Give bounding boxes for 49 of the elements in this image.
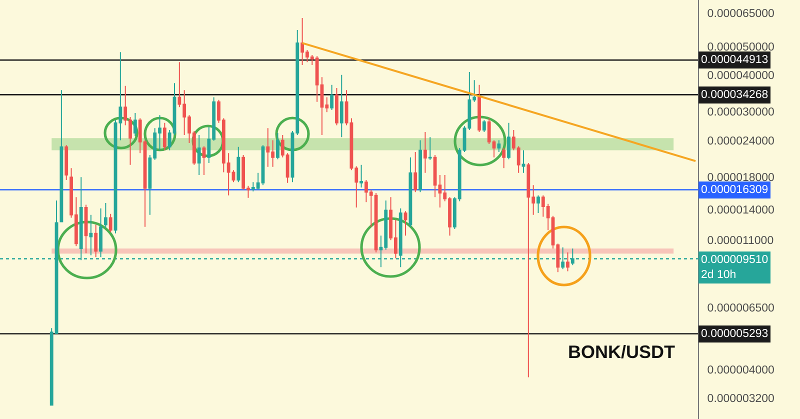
candlestick (162, 122, 166, 151)
y-tick-label: 0.000030000 (707, 106, 774, 119)
y-tick-label: 0.000011000 (707, 235, 774, 248)
candlestick (64, 144, 68, 180)
ref-line-label: 0.000009510 2d 10h (701, 254, 768, 281)
candlestick (497, 140, 501, 152)
y-tick-label: 0.000006500 (707, 302, 774, 315)
candlestick (89, 214, 93, 256)
ref-line-label: 0.000034268 (701, 89, 768, 101)
ref-line-label: 0.000016309 (701, 184, 768, 196)
candlestick (536, 194, 540, 214)
candlestick (276, 132, 280, 160)
candlestick (428, 136, 432, 160)
candlestick (197, 134, 201, 176)
candlestick (99, 208, 102, 258)
candlestick (478, 84, 481, 133)
candlestick (60, 90, 64, 222)
candlestick (360, 164, 363, 188)
candlestick (423, 132, 427, 174)
candlestick (502, 147, 506, 169)
candlestick (414, 152, 418, 193)
y-tick-label: 0.000018000 (707, 172, 774, 184)
candlestick (202, 146, 206, 176)
y-tick-label: 0.000040000 (707, 70, 774, 82)
ref-line-label: 0.000005293 (701, 328, 768, 340)
candlestick (522, 150, 526, 174)
candlestick (404, 210, 408, 236)
y-tick-label: 0.000065000 (707, 8, 774, 20)
candlestick (94, 224, 98, 258)
y-tick-label: 0.000050000 (707, 41, 774, 54)
candlestick (108, 213, 112, 233)
candlestick (335, 88, 338, 126)
candlestick (330, 84, 334, 111)
candlestick (507, 122, 510, 160)
candlestick (408, 156, 412, 228)
candlestick (566, 252, 570, 272)
y-tick-label: 0.000014000 (707, 204, 774, 216)
ref-line-label: 0.000044913 (701, 54, 768, 66)
y-tick-label: 0.000003200 (707, 393, 774, 406)
candlestick (236, 146, 240, 183)
candlestick (482, 120, 486, 133)
candlestick (104, 202, 108, 228)
candlestick (340, 74, 344, 138)
candlestick (418, 140, 422, 193)
candlestick (133, 112, 137, 137)
y-tick-label: 0.000004000 (707, 364, 774, 377)
annotation: BONK/USDT (568, 342, 676, 362)
candlestick (84, 204, 88, 254)
y-tick-label: 0.000024000 (707, 135, 774, 148)
